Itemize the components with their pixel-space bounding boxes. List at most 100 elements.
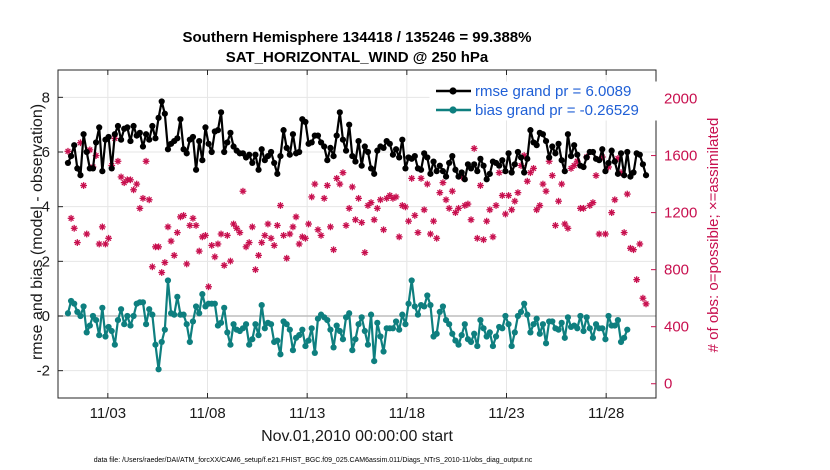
bias-point (605, 312, 612, 320)
obs-point (205, 283, 212, 291)
obs-point (377, 196, 384, 204)
obs-point (148, 263, 156, 271)
obs-point (423, 180, 431, 188)
y-tick-label: 8 (42, 89, 50, 106)
bias-point (439, 303, 447, 310)
obs-point-stroke (136, 205, 143, 212)
obs-point (427, 230, 434, 238)
rmse-point (117, 136, 125, 143)
y-right-tick-label: 0 (664, 376, 672, 393)
rmse-point (396, 154, 403, 161)
obs-point-stroke (549, 172, 556, 179)
bias-point (611, 322, 618, 329)
obs-point (64, 147, 72, 155)
obs-point-stroke (402, 204, 409, 210)
x-tick-label: 11/08 (189, 405, 225, 422)
obs-point-stroke (202, 232, 209, 239)
bias-point (492, 333, 500, 340)
rmse-point (611, 158, 618, 165)
bias-point (424, 292, 431, 299)
obs-point-stroke (405, 218, 412, 225)
obs-point (480, 236, 487, 244)
obs-point (498, 192, 506, 199)
rmse-point (349, 153, 356, 160)
bias-point (336, 327, 343, 335)
bias-point (258, 301, 265, 309)
obs-point-stroke (305, 221, 312, 227)
obs-point-stroke (380, 226, 387, 233)
obs-point-stroke (333, 175, 340, 182)
obs-point (255, 251, 262, 259)
obs-point (333, 174, 341, 182)
rmse-point (183, 150, 190, 157)
obs-point-stroke (336, 181, 343, 187)
obs-point-stroke (590, 199, 596, 206)
y-tick-label: 4 (42, 199, 50, 216)
bias-point (99, 304, 106, 311)
rmse-point (471, 161, 478, 168)
rmse-point (474, 168, 481, 175)
rmse-point (449, 153, 456, 160)
rmse-point (602, 168, 609, 175)
bias-point (399, 311, 406, 318)
bias-point (502, 312, 509, 320)
bias-point (211, 300, 218, 307)
obs-point-stroke (127, 176, 134, 183)
legend-rmse-marker (449, 87, 457, 95)
obs-point-stroke (358, 219, 365, 226)
rmse-point (527, 127, 534, 134)
obs-point (98, 223, 106, 231)
obs-point (348, 183, 356, 191)
obs-point (70, 224, 78, 232)
obs-point (336, 180, 344, 188)
obs-point (467, 216, 475, 224)
obs-point (114, 157, 122, 165)
bias-point (411, 303, 418, 310)
rmse-point (155, 114, 162, 121)
obs-point-stroke (640, 295, 646, 302)
obs-point (220, 261, 228, 269)
obs-point-stroke (183, 261, 190, 267)
obs-point-stroke (530, 165, 537, 172)
obs-point (320, 194, 328, 202)
bias-point (505, 321, 512, 328)
obs-point-stroke (186, 222, 193, 229)
obs-point (80, 182, 87, 189)
rmse-point (227, 129, 234, 136)
obs-point-stroke (211, 253, 218, 260)
rmse-point (524, 155, 531, 162)
rmse-point (64, 159, 72, 167)
obs-point (514, 189, 522, 197)
obs-point-stroke (105, 235, 112, 242)
obs-point-stroke (477, 182, 484, 189)
obs-point-stroke (552, 222, 559, 229)
rmse-point (642, 172, 650, 179)
obs-point (286, 230, 294, 238)
rmse-point (583, 154, 590, 161)
rmse-point (327, 144, 334, 151)
obs-point (505, 192, 512, 199)
obs-point-stroke (340, 169, 346, 176)
obs-point-stroke (302, 235, 309, 242)
rmse-point (255, 166, 262, 173)
rmse-point (614, 170, 622, 177)
y-tick-label: -2 (37, 363, 50, 380)
obs-point-stroke (146, 196, 153, 203)
obs-point (595, 230, 603, 238)
bias-point (486, 329, 493, 336)
obs-point (502, 210, 509, 218)
bias-point (458, 332, 465, 339)
obs-point-stroke (274, 222, 281, 229)
rmse-point (83, 148, 90, 156)
obs-point-stroke (277, 202, 284, 209)
rmse-point (542, 137, 550, 145)
rmse-point (549, 143, 556, 150)
rmse-point (271, 159, 278, 167)
bias-point (296, 332, 303, 339)
rmse-point (196, 137, 203, 145)
rmse-point (533, 142, 540, 149)
bias-point (80, 303, 87, 310)
rmse-point (477, 155, 484, 162)
obs-point (358, 219, 366, 226)
